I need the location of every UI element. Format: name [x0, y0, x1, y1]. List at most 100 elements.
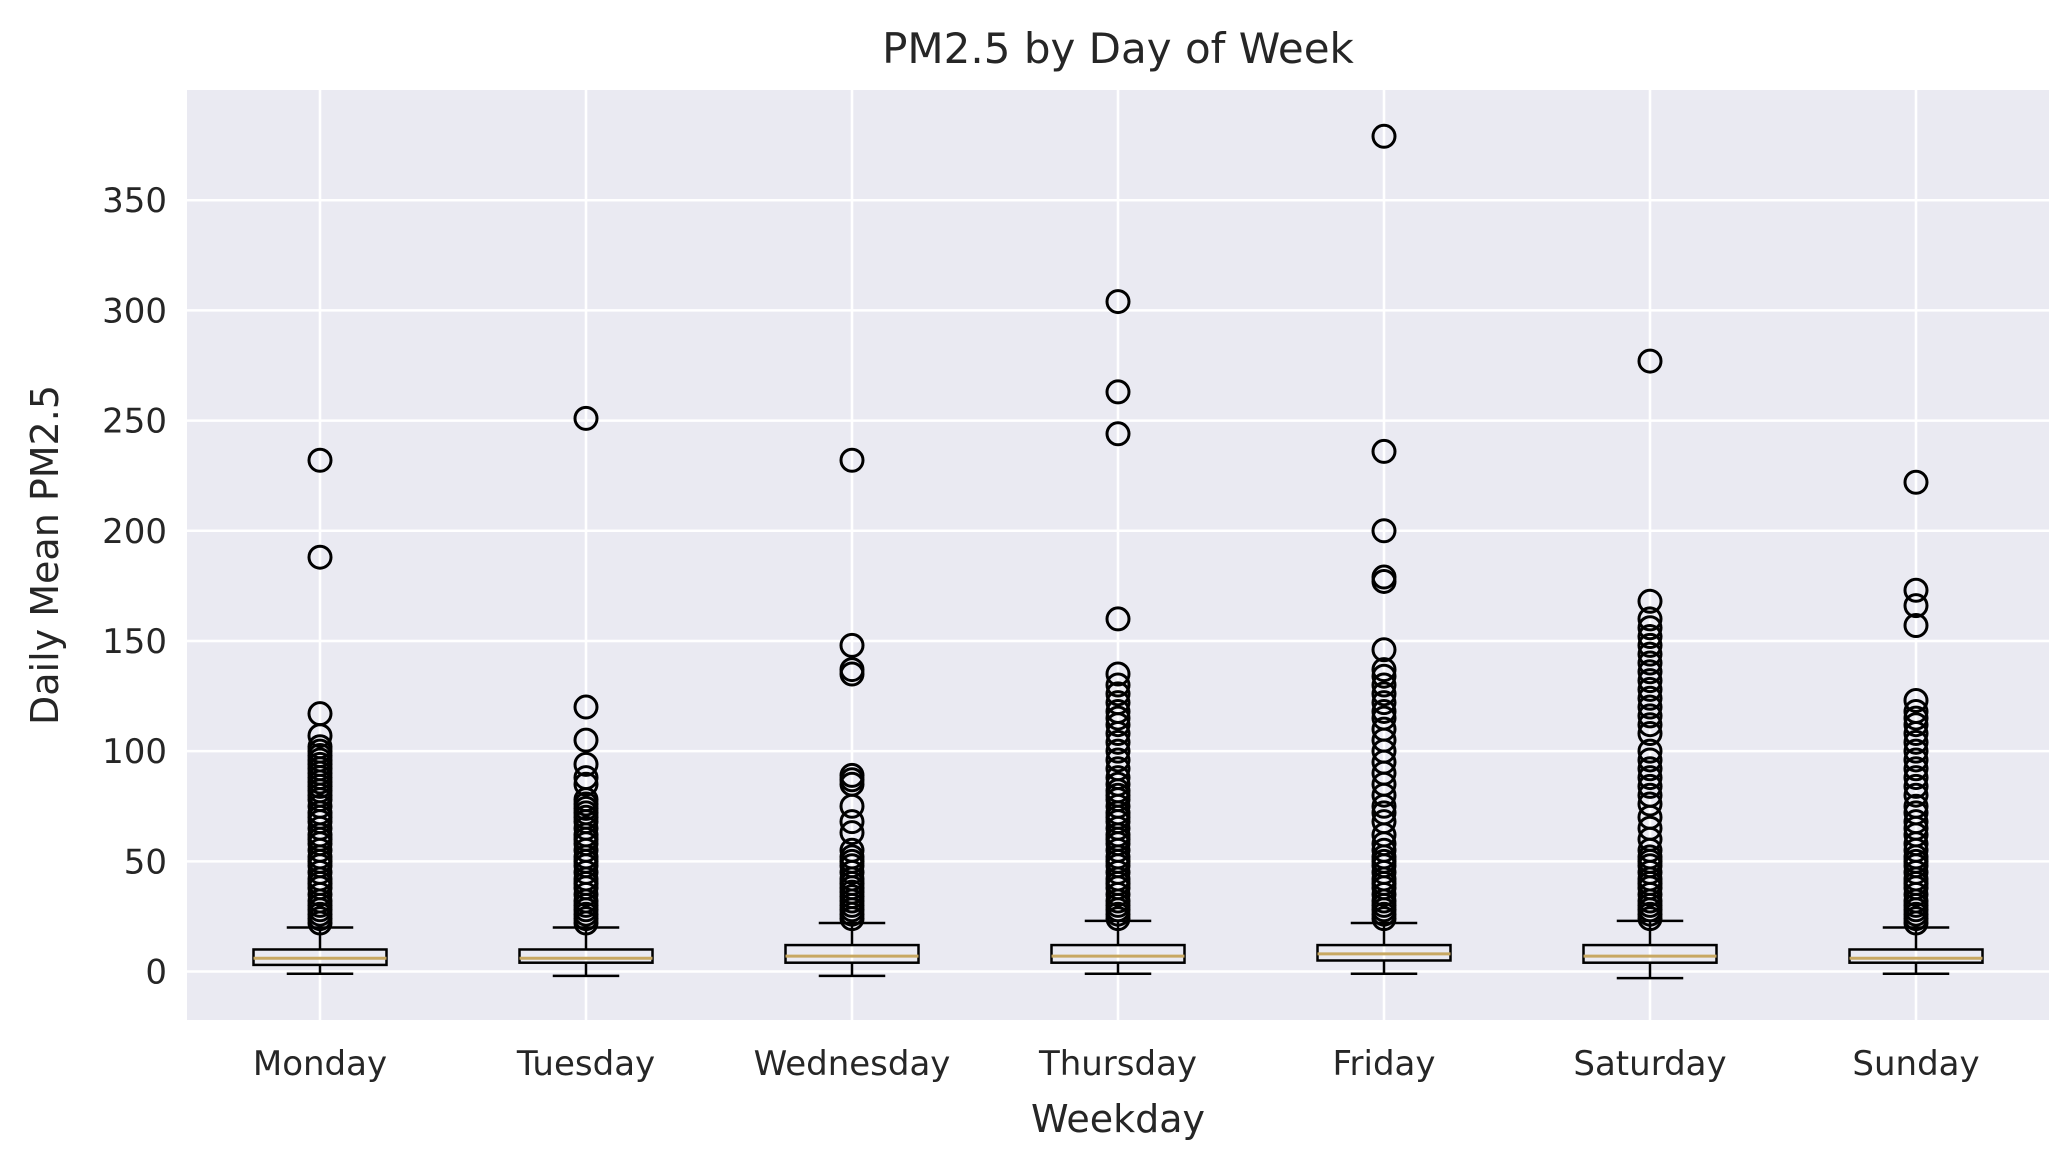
outlier-point — [1903, 756, 1929, 782]
outlier-point — [839, 809, 865, 835]
outlier-point — [1903, 712, 1929, 738]
outlier-point — [1637, 738, 1663, 764]
iqr-box — [1050, 943, 1186, 964]
outlier-point — [839, 820, 865, 846]
outlier-point — [1903, 765, 1929, 791]
outlier-point — [1371, 518, 1397, 544]
outlier-point — [1105, 721, 1131, 747]
iqr-box — [784, 943, 920, 964]
x-axis-label: Weekday — [1031, 1097, 1205, 1141]
box-friday — [1316, 123, 1452, 975]
outlier-point — [1637, 906, 1663, 932]
outlier-point — [1637, 659, 1663, 685]
outlier-point — [1903, 782, 1929, 808]
x-tick-label: Tuesday — [516, 1044, 655, 1084]
outlier-point — [1105, 747, 1131, 773]
outlier-point — [1637, 712, 1663, 738]
outlier-point — [1105, 661, 1131, 687]
box-tuesday — [518, 405, 654, 978]
outlier-point — [573, 751, 599, 777]
y-tick-label: 200 — [102, 512, 167, 552]
outlier-point — [573, 694, 599, 720]
outlier-point — [1637, 694, 1663, 720]
outlier-point — [1371, 568, 1397, 594]
box-saturday — [1582, 348, 1718, 980]
outlier-point — [1637, 676, 1663, 702]
outlier-point — [1637, 881, 1663, 907]
outlier-point — [1903, 469, 1929, 495]
iqr-box — [1582, 943, 1718, 964]
outlier-point — [839, 906, 865, 932]
outlier-point — [1637, 791, 1663, 817]
outlier-point — [307, 544, 333, 570]
outlier-point — [1371, 881, 1397, 907]
x-tick-label: Sunday — [1852, 1044, 1979, 1084]
outlier-point — [1105, 738, 1131, 764]
outlier-point — [1371, 698, 1397, 724]
x-axis-ticks: Monday Tuesday Wednesday Thursday Friday Satu… — [253, 1044, 1980, 1084]
x-tick-label: Thursday — [1038, 1044, 1197, 1084]
outlier-point — [1637, 703, 1663, 729]
box-thursday — [1050, 289, 1186, 975]
outlier-point — [1637, 756, 1663, 782]
outlier-point — [1903, 773, 1929, 799]
y-tick-label: 350 — [102, 181, 167, 221]
outlier-point — [1637, 721, 1663, 747]
outlier-point — [1105, 289, 1131, 315]
outlier-point — [1105, 421, 1131, 447]
outlier-point — [1371, 690, 1397, 716]
outlier-point — [1637, 615, 1663, 641]
outlier-point — [1637, 747, 1663, 773]
outlier-point — [1371, 793, 1397, 819]
outlier-point — [1637, 765, 1663, 791]
outlier-point — [1105, 881, 1131, 907]
box-wednesday — [784, 447, 920, 978]
outlier-point — [573, 727, 599, 753]
outlier-point — [1105, 729, 1131, 755]
y-axis-label: Daily Mean PM2.5 — [23, 385, 67, 725]
outlier-point — [307, 447, 333, 473]
x-tick-label: Saturday — [1573, 1044, 1726, 1084]
outlier-point — [1903, 729, 1929, 755]
outlier-point — [1903, 613, 1929, 639]
y-tick-label: 50 — [124, 842, 167, 882]
outlier-point — [573, 910, 599, 936]
outlier-point — [1903, 721, 1929, 747]
outlier-point — [307, 910, 333, 936]
iqr-box — [1848, 948, 1984, 964]
outlier-point — [573, 771, 599, 797]
outlier-point — [1105, 681, 1131, 707]
chart-title: PM2.5 by Day of Week — [882, 24, 1354, 73]
outlier-point — [1637, 668, 1663, 694]
outlier-point — [1105, 606, 1131, 632]
y-tick-label: 100 — [102, 732, 167, 772]
outlier-point — [1637, 624, 1663, 650]
outlier-point — [1371, 672, 1397, 698]
x-tick-label: Monday — [253, 1044, 387, 1084]
outlier-point — [1903, 881, 1929, 907]
y-axis-ticks: 0 50 100 150 200 250 300 350 — [102, 181, 167, 992]
outlier-point — [573, 405, 599, 431]
y-tick-label: 150 — [102, 622, 167, 662]
outlier-point — [1371, 663, 1397, 689]
outlier-point — [1903, 577, 1929, 603]
outlier-point — [839, 793, 865, 819]
outlier-point — [1637, 773, 1663, 799]
outlier-point — [307, 881, 333, 907]
outlier-point — [839, 859, 865, 885]
outlier-point — [1903, 738, 1929, 764]
outlier-point — [1637, 641, 1663, 667]
outlier-point — [1637, 606, 1663, 632]
outlier-point — [839, 447, 865, 473]
y-tick-label: 300 — [102, 291, 167, 331]
outlier-point — [1371, 906, 1397, 932]
outlier-point — [1371, 782, 1397, 808]
outlier-point — [1903, 593, 1929, 619]
outlier-point — [1371, 681, 1397, 707]
outlier-point — [1903, 705, 1929, 731]
box-sunday — [1848, 469, 1984, 975]
outlier-point — [573, 881, 599, 907]
outlier-point — [1637, 650, 1663, 676]
outlier-point — [1637, 588, 1663, 614]
